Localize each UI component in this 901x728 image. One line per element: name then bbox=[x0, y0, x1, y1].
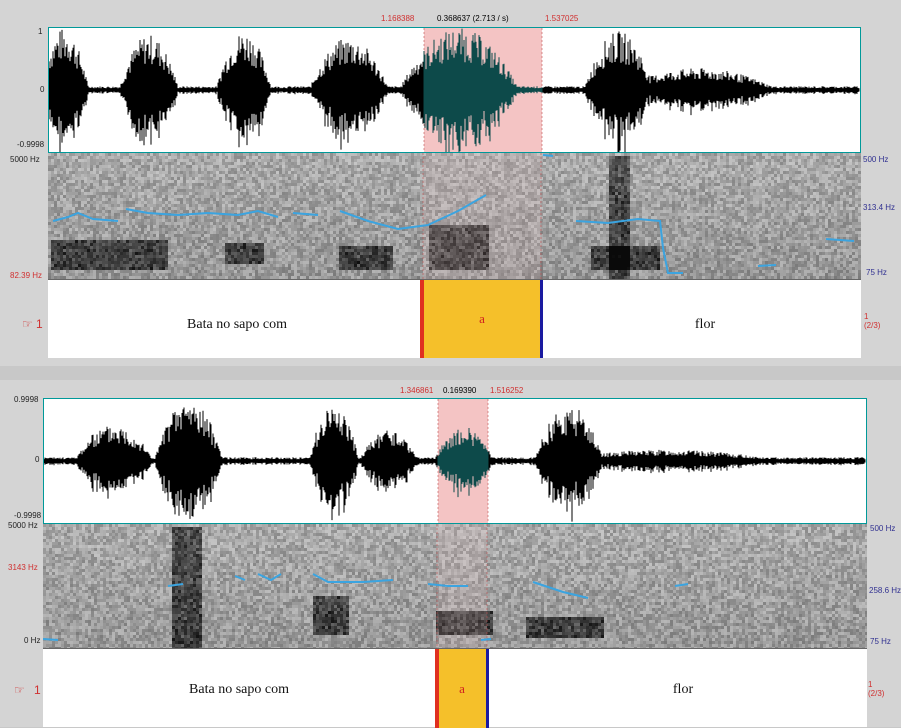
amplitude-max-label: 0.9998 bbox=[14, 395, 38, 404]
interval-text-1[interactable]: Bata no sapo com bbox=[187, 317, 287, 333]
pitch-contour bbox=[543, 155, 553, 156]
selection-start-time: 1.168388 bbox=[381, 14, 414, 23]
pitch-mid-label: 313.4 Hz bbox=[863, 203, 895, 212]
pitch-contour bbox=[481, 639, 491, 640]
selection-end-time: 1.537025 bbox=[545, 14, 578, 23]
interval-boundary-start[interactable] bbox=[435, 649, 439, 728]
tier-number: 1 bbox=[34, 683, 41, 697]
editor-panel-2: 1.346861 0.169390 1.516252 0.9998 0 -0.9… bbox=[0, 380, 901, 727]
tier-index: 1(2/3) bbox=[864, 312, 880, 330]
interval-boundary-end[interactable] bbox=[540, 280, 543, 358]
amplitude-zero-label: 0 bbox=[35, 455, 39, 464]
pitch-top-label: 500 Hz bbox=[870, 524, 895, 533]
interval-boundary-end[interactable] bbox=[486, 649, 489, 728]
tier-pointer-icon[interactable]: ☞ bbox=[14, 683, 25, 697]
tier-index: 1(2/3) bbox=[868, 680, 884, 698]
spectrogram-plot bbox=[48, 153, 861, 279]
amplitude-min-label: -0.9998 bbox=[14, 511, 41, 520]
waveform-view[interactable] bbox=[48, 27, 861, 153]
tier-number: 1 bbox=[36, 317, 43, 331]
selection-start-time: 1.346861 bbox=[400, 386, 433, 395]
interval-text-3[interactable]: flor bbox=[673, 682, 693, 698]
waveform-view[interactable] bbox=[43, 398, 867, 524]
selection-duration: 0.368637 (2.713 / s) bbox=[437, 14, 509, 23]
spectrogram-cursor-freq: 3143 Hz bbox=[8, 563, 38, 572]
selected-interval[interactable]: a bbox=[437, 649, 487, 728]
spectrogram-plot bbox=[43, 524, 867, 648]
selected-interval[interactable]: a bbox=[422, 280, 542, 358]
text-tier-1[interactable]: Bata no sapo com a flor bbox=[48, 279, 861, 358]
pitch-bottom-label: 75 Hz bbox=[866, 268, 887, 277]
spectrogram-top-freq: 5000 Hz bbox=[8, 521, 38, 530]
spectrogram-top-freq: 5000 Hz bbox=[10, 155, 40, 164]
amplitude-min-label: -0.9998 bbox=[17, 140, 44, 149]
interval-text-2: a bbox=[459, 681, 465, 697]
spectrogram-bottom-freq: 82.39 Hz bbox=[10, 271, 42, 280]
spectrogram-view[interactable] bbox=[43, 524, 867, 648]
pitch-bottom-label: 75 Hz bbox=[870, 637, 891, 646]
interval-boundary-start[interactable] bbox=[420, 280, 424, 358]
tier-pointer-icon[interactable]: ☞ bbox=[22, 317, 33, 331]
interval-text-2: a bbox=[479, 311, 485, 327]
interval-text-1[interactable]: Bata no sapo com bbox=[189, 682, 289, 698]
pitch-mid-label: 258.6 Hz bbox=[869, 586, 901, 595]
amplitude-zero-label: 0 bbox=[40, 85, 44, 94]
spectrogram-bottom-freq: 0 Hz bbox=[24, 636, 40, 645]
waveform-plot bbox=[44, 399, 866, 523]
selection-duration: 0.169390 bbox=[443, 386, 476, 395]
pitch-contour bbox=[43, 639, 58, 640]
interval-text-3[interactable]: flor bbox=[695, 317, 715, 333]
amplitude-max-label: 1 bbox=[38, 27, 42, 36]
selection-end-time: 1.516252 bbox=[490, 386, 523, 395]
pitch-contour bbox=[758, 265, 776, 266]
panel-separator bbox=[0, 366, 901, 380]
text-tier-1[interactable]: Bata no sapo com a flor bbox=[43, 648, 867, 727]
waveform-plot bbox=[49, 28, 860, 152]
spectrogram-view[interactable] bbox=[48, 153, 861, 279]
pitch-top-label: 500 Hz bbox=[863, 155, 888, 164]
editor-panel-1: 1.168388 0.368637 (2.713 / s) 1.537025 1… bbox=[0, 0, 901, 366]
